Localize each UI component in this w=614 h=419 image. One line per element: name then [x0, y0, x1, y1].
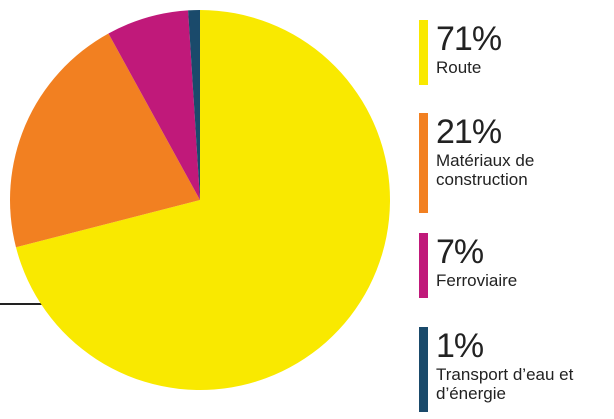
legend-item: 7% Ferroviaire [419, 233, 614, 298]
legend-label: Matériaux de construction [436, 151, 535, 189]
legend-swatch [419, 20, 428, 85]
value-label: 7% [436, 233, 484, 271]
pie-slice [9, 33, 200, 248]
pie-slice [15, 10, 390, 390]
legend-label: Route [436, 58, 482, 77]
pie-slice [108, 10, 200, 200]
pie-slice [188, 10, 200, 200]
legend-swatch [419, 113, 428, 213]
legend-label: Ferroviaire [436, 271, 518, 290]
value-label: 1% [436, 327, 484, 365]
value-label: 21% [436, 113, 502, 151]
legend-label: Transport d’eau et d’énergie [436, 365, 574, 403]
legend-item: 1% Transport d’eau et d’énergie [419, 327, 614, 412]
legend-item: 21% Matériaux de construction [419, 113, 614, 213]
legend-item: 71% Route [419, 20, 614, 85]
value-label: 71% [436, 20, 502, 58]
legend-swatch [419, 327, 428, 412]
legend-swatch [419, 233, 428, 298]
